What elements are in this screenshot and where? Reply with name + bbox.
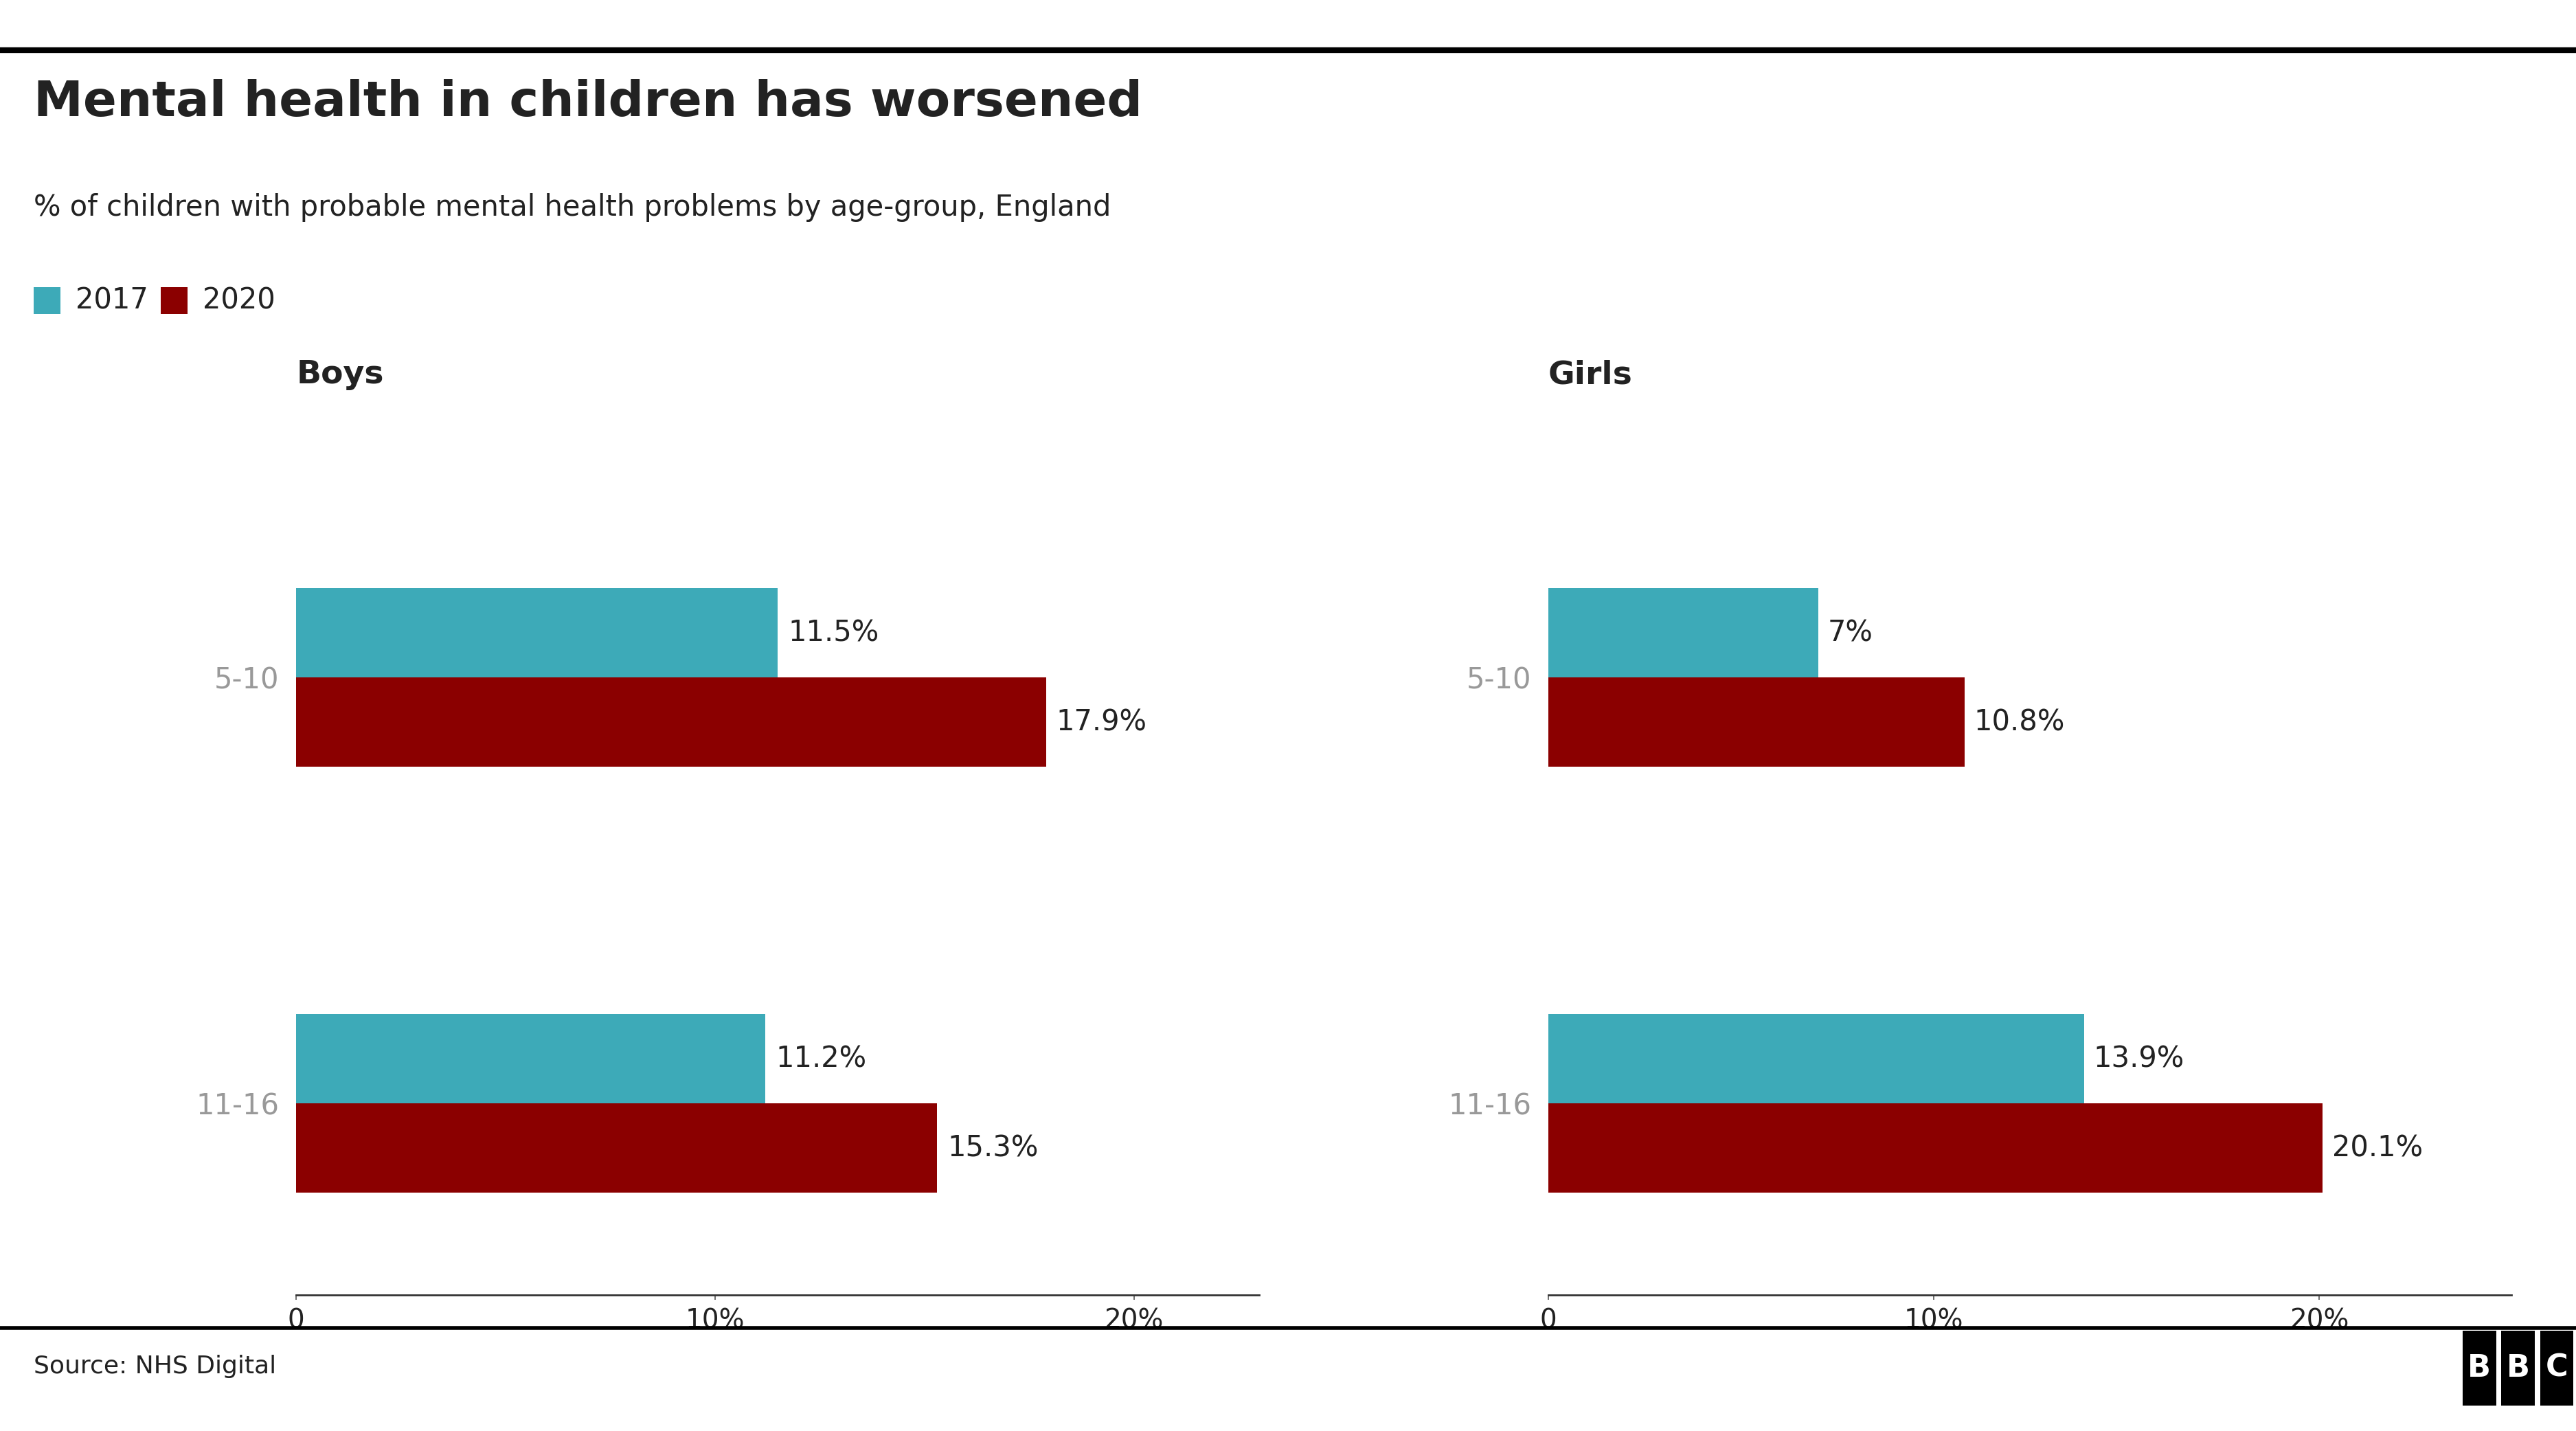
Text: Source: NHS Digital: Source: NHS Digital (33, 1355, 276, 1378)
Text: Mental health in children has worsened: Mental health in children has worsened (33, 79, 1141, 126)
Bar (1548, 677, 1965, 767)
Text: 17.9%: 17.9% (1056, 708, 1146, 737)
Text: 20.1%: 20.1% (2331, 1133, 2424, 1162)
Bar (296, 1103, 938, 1193)
Text: 10.8%: 10.8% (1973, 708, 2066, 737)
Bar (1548, 1015, 2084, 1103)
Text: 11.2%: 11.2% (775, 1045, 866, 1073)
Bar (296, 1015, 765, 1103)
Text: C: C (2545, 1354, 2568, 1382)
Bar (296, 588, 778, 677)
Text: 7%: 7% (1829, 618, 1873, 647)
Text: % of children with probable mental health problems by age-group, England: % of children with probable mental healt… (33, 193, 1110, 222)
Bar (1548, 588, 1819, 677)
Text: 2017: 2017 (75, 286, 149, 315)
Text: Boys: Boys (296, 359, 384, 391)
Text: 15.3%: 15.3% (948, 1133, 1038, 1162)
Text: 11.5%: 11.5% (788, 618, 878, 647)
Bar (1548, 1103, 2324, 1193)
Text: B: B (2468, 1354, 2491, 1382)
Bar (296, 677, 1046, 767)
Text: Girls: Girls (1548, 359, 1633, 391)
Text: 13.9%: 13.9% (2094, 1045, 2184, 1073)
Text: 2020: 2020 (204, 286, 276, 315)
Text: B: B (2506, 1354, 2530, 1382)
